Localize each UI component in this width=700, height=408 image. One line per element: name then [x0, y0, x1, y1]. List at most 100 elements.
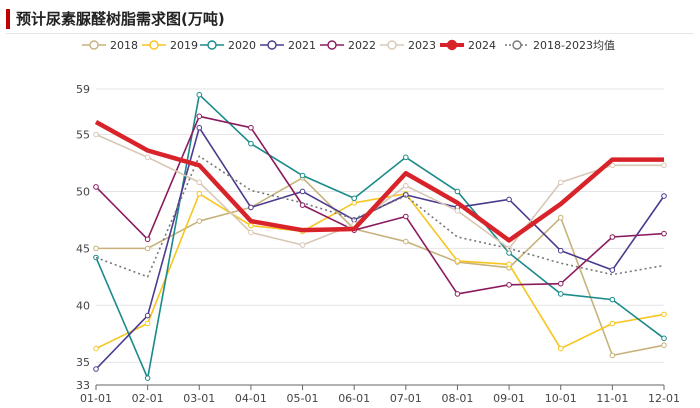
data-point [557, 291, 564, 297]
legend-item-2018-2023均值[interactable]: 2018-2023均值 [505, 39, 615, 52]
chart-title: 预计尿素脲醛树脂需求图(万吨) [16, 10, 225, 28]
data-point [93, 131, 99, 138]
legend-item-2019[interactable]: 2019 [142, 39, 198, 52]
axes: 33 35 40 45 50 55 59 01-01 02-01 03-01 04-01 05-01 0… [76, 83, 680, 405]
data-point [248, 140, 254, 147]
data-point [93, 245, 99, 252]
x-tick-label: 03-01 [183, 392, 215, 405]
legend-item-2022[interactable]: 2022 [320, 39, 376, 52]
x-tick-label: 04-01 [235, 392, 267, 405]
data-point [196, 91, 203, 98]
data-point [93, 184, 99, 190]
series-line [96, 177, 665, 357]
data-point [144, 320, 151, 327]
legend-label: 2022 [348, 39, 376, 52]
data-point [557, 280, 564, 287]
data-point [609, 296, 616, 303]
legend-label: 2018-2023均值 [533, 39, 615, 52]
data-point [93, 366, 99, 372]
legend-item-2018[interactable]: 2018 [82, 39, 138, 52]
data-point [144, 154, 151, 161]
data-point [351, 195, 357, 202]
legend-item-2020[interactable]: 2020 [200, 39, 256, 52]
series-line [95, 133, 664, 250]
legend-marker [446, 39, 458, 51]
data-point [196, 113, 203, 120]
y-tick-label: 50 [76, 185, 90, 198]
data-point [506, 261, 512, 268]
legend-item-2021[interactable]: 2021 [260, 39, 316, 52]
x-tick-label: 07-01 [390, 392, 422, 405]
legend-label: 2024 [468, 39, 496, 52]
data-point [248, 124, 254, 131]
data-point [454, 208, 461, 214]
series-2020 [93, 91, 667, 381]
data-point [454, 188, 461, 195]
legend-marker [267, 40, 277, 50]
data-point [557, 214, 564, 221]
data-point [661, 193, 667, 199]
x-tick-label: 09-01 [493, 392, 525, 405]
data-point [609, 234, 616, 240]
y-tick-label: 33 [76, 379, 90, 392]
data-point [661, 335, 667, 342]
y-tick-label: 55 [76, 129, 90, 142]
data-point [403, 182, 409, 189]
y-tick-label: 45 [76, 242, 90, 255]
data-point [351, 200, 357, 206]
legend-marker [387, 40, 397, 50]
legend-label: 2021 [288, 39, 316, 52]
data-point [661, 342, 667, 348]
legend-marker [149, 40, 159, 50]
legend-label: 2019 [170, 39, 198, 52]
data-point [661, 162, 667, 169]
series-2024 [94, 120, 664, 243]
data-point [557, 345, 564, 352]
data-point [299, 242, 306, 248]
series-line [95, 126, 665, 370]
data-point [609, 320, 616, 327]
legend-item-2024[interactable]: 2024 [440, 39, 496, 52]
data-point [248, 204, 254, 211]
x-tick-label: 06-01 [338, 392, 370, 405]
x-tick-label: 05-01 [287, 392, 319, 405]
data-point [248, 222, 254, 229]
data-point [403, 238, 409, 245]
data-point [403, 213, 409, 220]
data-point [144, 245, 151, 252]
series-2023 [93, 131, 667, 252]
series-line [94, 120, 664, 243]
y-tick-label: 35 [76, 356, 90, 369]
title-divider [6, 33, 694, 34]
legend-item-2023[interactable]: 2023 [380, 39, 436, 52]
legend-label: 2020 [228, 39, 256, 52]
data-point [144, 375, 151, 381]
data-point [506, 282, 512, 288]
x-tick-label: 08-01 [441, 392, 473, 405]
series-line [95, 115, 665, 295]
x-tick-label: 11-01 [596, 392, 628, 405]
x-tick-label: 12-01 [648, 392, 680, 405]
legend-label: 2018 [110, 39, 138, 52]
data-point [506, 196, 512, 203]
y-tick-label: 40 [76, 299, 90, 312]
data-point [609, 267, 616, 273]
data-point [403, 154, 409, 161]
data-point [557, 179, 564, 186]
data-point [557, 247, 564, 254]
legend-marker [89, 40, 99, 50]
data-point [609, 352, 616, 359]
data-point [661, 311, 667, 318]
series-2021 [93, 124, 667, 372]
series-line [95, 192, 665, 350]
legend-marker [207, 40, 217, 50]
data-point [93, 345, 99, 352]
data-point [196, 124, 203, 131]
title-bar: 预计尿素脲醛树脂需求图(万吨) [0, 0, 700, 36]
data-point [299, 172, 306, 179]
data-point [506, 250, 512, 256]
legend: 2018 2019 2020 2021 2022 2023 2024 2018-2023均值 [82, 39, 615, 52]
x-tick-label: 10-01 [545, 392, 577, 405]
data-point [196, 190, 203, 197]
